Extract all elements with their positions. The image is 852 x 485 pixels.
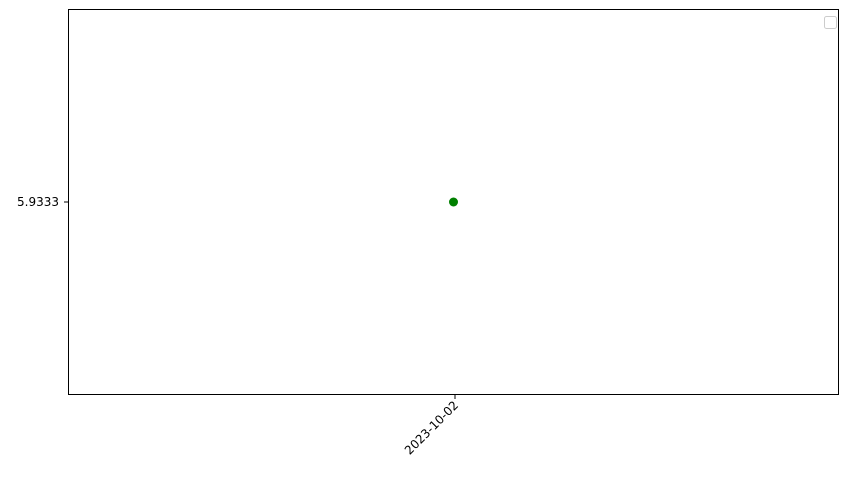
x-tick-label: 2023-10-02: [402, 398, 461, 457]
legend: [824, 16, 837, 29]
y-tick-label: 5.9333: [17, 195, 59, 209]
y-axis: 5.9333: [17, 195, 69, 209]
data-point: [449, 197, 458, 207]
legend-box: [824, 16, 837, 29]
data-points: [449, 197, 458, 207]
x-axis: 2023-10-02: [402, 394, 461, 457]
